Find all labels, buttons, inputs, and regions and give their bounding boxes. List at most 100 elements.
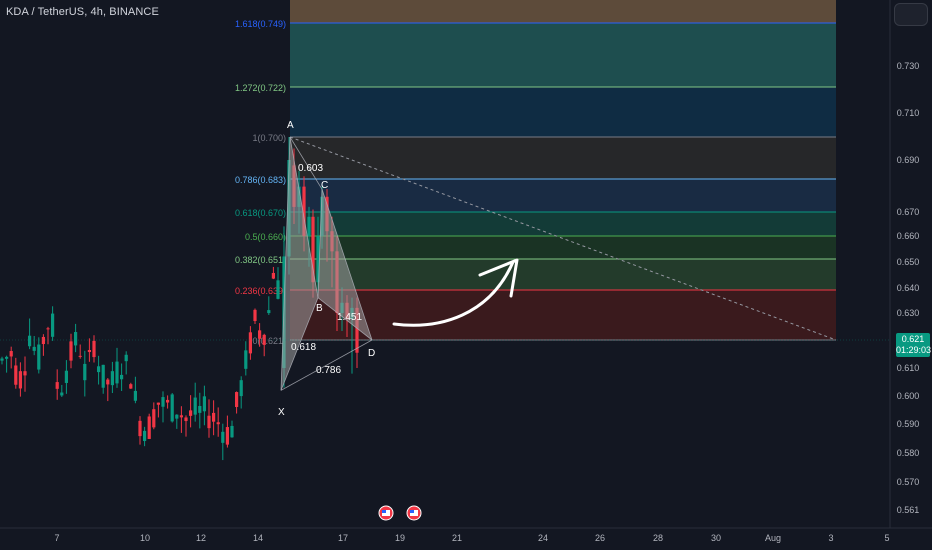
time-tick-label: 5	[884, 533, 889, 543]
time-tick-label: 28	[653, 533, 663, 543]
candle-body	[316, 236, 320, 283]
fib-band	[290, 0, 836, 23]
candle-body	[120, 374, 124, 380]
flag-icon[interactable]	[378, 505, 394, 521]
price-tick-label: 0.610	[897, 363, 920, 373]
candle-body	[248, 332, 252, 354]
time-tick-label: 7	[54, 533, 59, 543]
time-tick-label: 30	[711, 533, 721, 543]
fib-level-label: 0.382(0.651)	[235, 255, 286, 265]
price-tick-label: 0.630	[897, 308, 920, 318]
ratio-label: 0.618	[291, 342, 316, 353]
candle-body	[207, 415, 211, 429]
pattern-point-d: D	[368, 348, 375, 359]
price-tick-label: 0.640	[897, 283, 920, 293]
price-tick-label: 0.590	[897, 419, 920, 429]
candle-body	[97, 366, 101, 373]
candle-body	[129, 384, 133, 389]
flag-icon-canton	[382, 510, 386, 513]
candle-body	[18, 371, 22, 389]
price-tick-label: 0.690	[897, 155, 920, 165]
candle-body	[41, 336, 45, 345]
candle-body	[307, 216, 311, 236]
pattern-triangle-xab	[281, 137, 318, 391]
time-tick-label: 10	[140, 533, 150, 543]
candle-body	[37, 344, 41, 370]
candle-body	[74, 332, 78, 346]
candle-body	[193, 397, 197, 415]
candle-body	[189, 410, 193, 416]
flag-icon-canton	[410, 510, 414, 513]
fib-band	[290, 87, 836, 137]
fib-level-label: 1.618(0.749)	[235, 19, 286, 29]
pattern-edge	[280, 136, 291, 391]
time-tick-label: 14	[253, 533, 263, 543]
candle-body	[235, 392, 239, 407]
pattern-edge	[280, 339, 373, 391]
candle-body	[175, 414, 179, 419]
candle-body	[198, 405, 202, 413]
fib-level-label: 1.272(0.722)	[235, 83, 286, 93]
fib-level-label: 0.236(0.639)	[235, 286, 286, 296]
price-tick-label: 0.650	[897, 257, 920, 267]
forecast-arrow-path[interactable]	[392, 260, 515, 327]
candle-body	[83, 363, 87, 381]
candle-body	[230, 425, 234, 438]
chart-settings-button[interactable]	[894, 3, 928, 26]
candle-body	[60, 392, 64, 396]
candle-body	[212, 412, 216, 422]
pattern-point-a: A	[287, 120, 294, 131]
candle-body	[225, 427, 229, 445]
price-tick-label: 0.600	[897, 391, 920, 401]
symbol-header: KDA / TetherUS, 4h, BINANCE	[6, 6, 159, 18]
current-price-value: 0.621	[901, 334, 925, 344]
candle-body	[110, 371, 114, 386]
candle-body	[216, 422, 220, 425]
candle-body	[64, 370, 68, 383]
candle-body	[101, 364, 105, 388]
trend-line-dashed[interactable]	[289, 136, 837, 341]
time-tick-label: 12	[196, 533, 206, 543]
bar-countdown: 01:29:03	[896, 345, 932, 355]
fib-band	[290, 259, 836, 290]
candle-body	[55, 382, 59, 389]
forecast-arrow	[392, 258, 519, 327]
pattern-edge	[317, 297, 373, 341]
candle-body	[161, 397, 165, 407]
candle-body	[311, 216, 315, 283]
candle-body	[106, 379, 110, 385]
price-tick-label: 0.710	[897, 108, 920, 118]
fib-bands	[290, 0, 836, 340]
pattern-edge	[289, 136, 319, 298]
flag-icon[interactable]	[406, 505, 422, 521]
price-tick-label: 0.730	[897, 61, 920, 71]
candle-body	[32, 346, 36, 351]
candle-body	[23, 371, 27, 376]
candle-body	[179, 415, 183, 418]
current-price-badge: 0.621 01:29:03	[896, 333, 932, 357]
fib-level-label: 0.5(0.660)	[245, 232, 286, 242]
pattern-edge	[289, 136, 323, 190]
candle-body	[253, 309, 257, 322]
ratio-label: 0.603	[298, 163, 323, 174]
price-tick-label: 0.561	[897, 505, 920, 515]
candle-body	[14, 365, 18, 385]
candle-body	[170, 394, 174, 422]
candle-body	[221, 431, 225, 443]
candle-body	[92, 340, 96, 358]
fib-band	[290, 23, 836, 87]
time-tick-label: 24	[538, 533, 548, 543]
forecast-arrow-head[interactable]	[478, 258, 519, 298]
candle-body	[276, 280, 280, 299]
candle-body	[69, 341, 73, 361]
price-tick-label: 0.670	[897, 207, 920, 217]
pattern-point-b: B	[316, 303, 323, 314]
fib-band	[290, 137, 836, 179]
candle-body	[156, 402, 160, 405]
harmonic-pattern: X A B C D 0.603 0.618 1.451 0.786	[278, 120, 375, 418]
candle-body	[271, 272, 275, 279]
time-tick-label: 21	[452, 533, 462, 543]
